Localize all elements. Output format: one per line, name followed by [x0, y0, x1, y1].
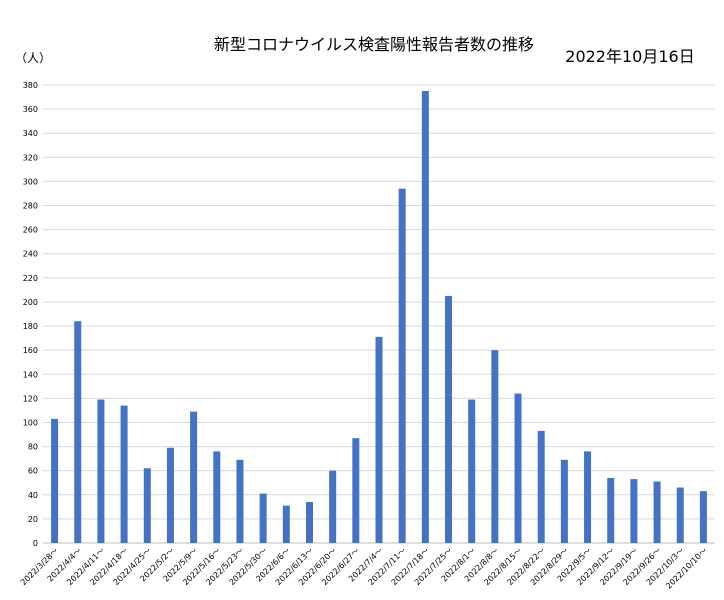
gridlines	[43, 84, 715, 544]
bar	[398, 188, 406, 543]
y-tick-label: 220	[23, 274, 38, 283]
bar	[236, 459, 244, 543]
y-tick-label: 160	[23, 346, 38, 355]
bar	[445, 295, 453, 543]
bar	[560, 459, 568, 543]
report-date: 2022年10月16日	[565, 47, 694, 66]
bar	[213, 451, 221, 543]
y-tick-label: 40	[28, 491, 38, 500]
bar	[282, 505, 290, 543]
bar	[97, 399, 105, 543]
y-tick-label: 240	[23, 250, 38, 259]
y-tick-label: 80	[28, 443, 38, 452]
bar	[676, 487, 684, 543]
y-tick-label: 300	[23, 177, 38, 186]
x-axis-ticks: 2022/3/28～2022/4/4～2022/4/11～2022/4/18～2…	[19, 546, 709, 591]
bar	[352, 438, 360, 543]
bar	[468, 399, 476, 543]
chart-title: 新型コロナウイルス検査陽性報告者数の推移	[214, 35, 534, 54]
y-tick-label: 200	[23, 298, 38, 307]
bar	[74, 321, 82, 543]
y-tick-label: 180	[23, 322, 38, 331]
bar	[51, 418, 59, 543]
bar	[514, 393, 522, 543]
bars	[51, 91, 707, 544]
y-tick-label: 320	[23, 153, 38, 162]
bar	[305, 502, 313, 543]
bar	[120, 405, 128, 543]
bar	[190, 411, 198, 543]
y-tick-label: 140	[23, 370, 38, 379]
y-tick-label: 20	[28, 515, 38, 524]
bar	[653, 481, 661, 543]
bar	[699, 491, 707, 543]
bar	[259, 493, 267, 543]
y-tick-label: 280	[23, 202, 38, 211]
y-tick-label: 340	[23, 129, 38, 138]
bar	[166, 447, 174, 543]
y-tick-label: 360	[23, 105, 38, 114]
y-tick-label: 0	[33, 539, 38, 548]
bar	[375, 336, 383, 543]
bar	[607, 477, 615, 543]
y-axis-unit-label: （人）	[15, 51, 51, 65]
x-tick-label: 2022/10/10～	[664, 546, 709, 591]
bar	[584, 451, 592, 543]
y-tick-label: 260	[23, 226, 38, 235]
bar	[143, 468, 151, 543]
y-tick-label: 60	[28, 467, 38, 476]
bar	[537, 430, 545, 543]
bar	[329, 470, 337, 543]
bar	[491, 350, 499, 543]
y-tick-label: 120	[23, 394, 38, 403]
y-tick-label: 100	[23, 418, 38, 427]
y-tick-label: 380	[23, 81, 38, 90]
y-axis-ticks: 0 20 40 60 80 100 120 140 160 180 200 220 240 260 280 3…	[23, 81, 38, 548]
bar	[421, 91, 429, 544]
bar	[630, 479, 638, 543]
